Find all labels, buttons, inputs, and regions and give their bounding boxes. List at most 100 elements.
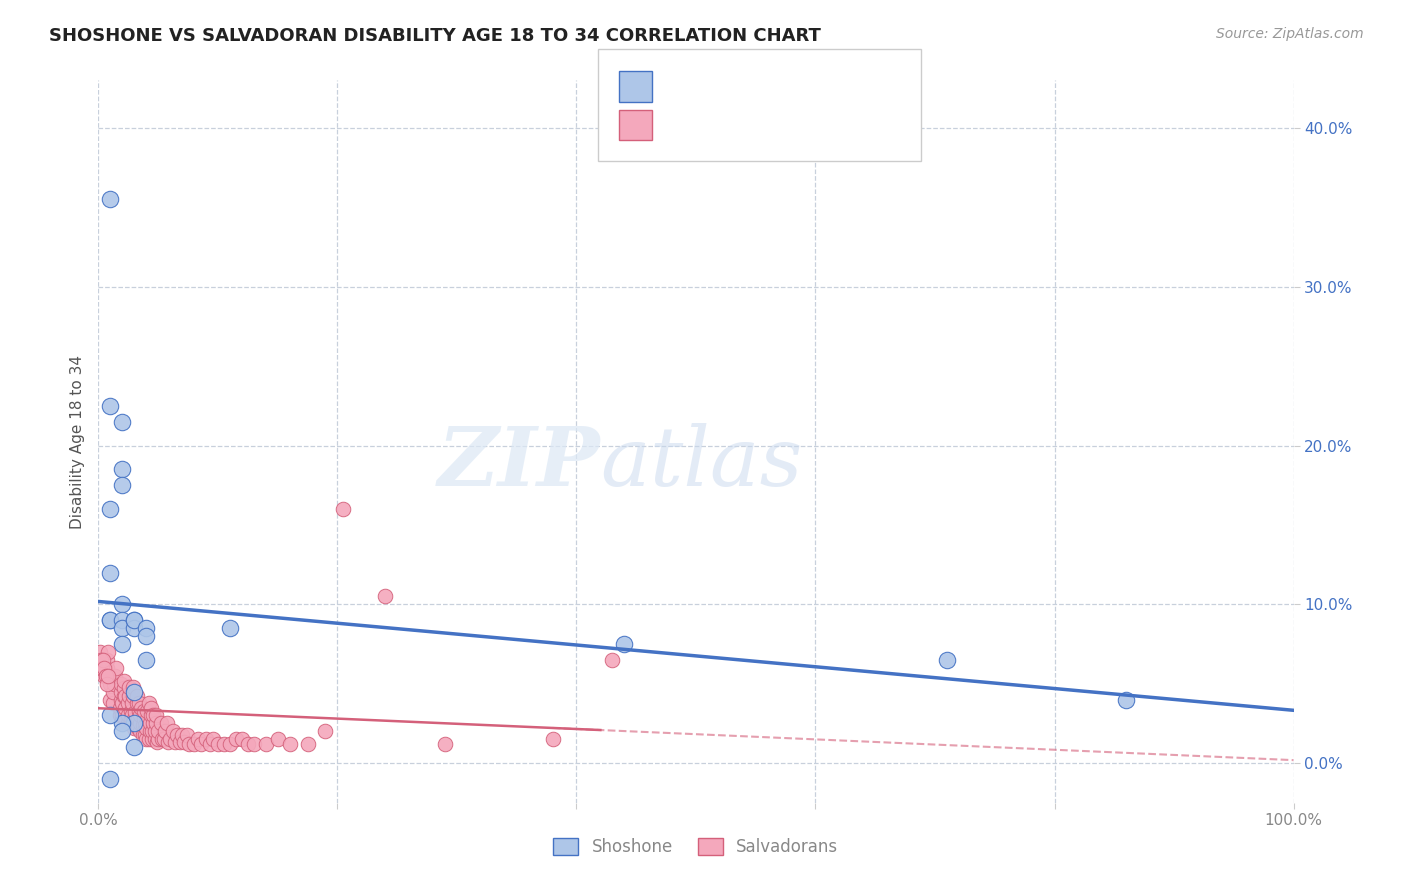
- Point: [187, 732, 209, 747]
- Point: [149, 716, 172, 731]
- Point: [613, 637, 636, 651]
- Point: [138, 696, 160, 710]
- Point: [128, 696, 150, 710]
- Point: [111, 613, 134, 627]
- Point: [104, 669, 127, 683]
- Point: [117, 708, 139, 723]
- Point: [111, 637, 134, 651]
- Point: [183, 737, 205, 751]
- Point: [138, 732, 160, 747]
- Point: [297, 737, 319, 751]
- Point: [108, 708, 131, 723]
- Point: [1115, 692, 1137, 706]
- Point: [136, 704, 159, 718]
- Point: [278, 737, 301, 751]
- Point: [315, 724, 337, 739]
- Point: [155, 716, 177, 731]
- Point: [212, 737, 235, 751]
- Point: [96, 676, 118, 690]
- Point: [150, 732, 173, 747]
- Point: [121, 708, 143, 723]
- Point: [332, 502, 354, 516]
- Point: [97, 645, 120, 659]
- Point: [93, 669, 115, 683]
- Point: [111, 462, 134, 476]
- Point: [98, 613, 122, 627]
- Point: [124, 613, 146, 627]
- Point: [141, 732, 163, 747]
- Point: [112, 673, 135, 688]
- Point: [120, 712, 142, 726]
- Point: [103, 676, 125, 690]
- Point: [156, 735, 179, 749]
- Point: [135, 653, 157, 667]
- Point: [135, 621, 157, 635]
- Point: [124, 684, 146, 698]
- Point: [121, 696, 143, 710]
- Point: [89, 653, 111, 667]
- Text: R = -0.091   N = 126: R = -0.091 N = 126: [658, 117, 818, 131]
- Point: [134, 718, 156, 732]
- Point: [111, 415, 134, 429]
- Point: [602, 653, 624, 667]
- Point: [129, 708, 152, 723]
- Point: [135, 629, 157, 643]
- Point: [96, 661, 118, 675]
- Point: [179, 737, 201, 751]
- Point: [131, 700, 153, 714]
- Point: [243, 737, 266, 751]
- Point: [139, 724, 162, 739]
- Point: [155, 724, 177, 739]
- Point: [127, 712, 149, 726]
- Point: [139, 716, 162, 731]
- Point: [236, 737, 259, 751]
- Point: [166, 727, 188, 741]
- Point: [148, 732, 170, 747]
- Point: [114, 700, 136, 714]
- Point: [124, 613, 146, 627]
- Point: [162, 724, 184, 739]
- Point: [172, 727, 194, 741]
- Point: [111, 696, 134, 710]
- Point: [219, 737, 242, 751]
- Point: [195, 732, 218, 747]
- Point: [111, 621, 134, 635]
- Point: [434, 737, 457, 751]
- Point: [98, 399, 122, 413]
- Point: [112, 690, 135, 704]
- Point: [142, 708, 165, 723]
- Point: [98, 708, 122, 723]
- Point: [98, 566, 122, 580]
- Point: [101, 696, 124, 710]
- Point: [124, 716, 146, 731]
- Point: [125, 696, 148, 710]
- Point: [124, 712, 146, 726]
- Legend: Shoshone, Salvadorans: Shoshone, Salvadorans: [554, 838, 838, 856]
- Point: [98, 502, 122, 516]
- Point: [118, 680, 141, 694]
- Text: ZIP: ZIP: [437, 423, 600, 503]
- Point: [374, 590, 396, 604]
- Point: [169, 735, 191, 749]
- Text: R = -0.214   N =  30: R = -0.214 N = 30: [658, 78, 813, 93]
- Point: [111, 597, 134, 611]
- Point: [96, 669, 118, 683]
- Point: [112, 681, 135, 696]
- Point: [225, 732, 247, 747]
- Point: [129, 724, 152, 739]
- Point: [176, 727, 198, 741]
- Point: [124, 621, 146, 635]
- Point: [207, 737, 229, 751]
- Point: [128, 704, 150, 718]
- Point: [111, 724, 134, 739]
- Point: [89, 645, 111, 659]
- Point: [145, 708, 167, 723]
- Point: [111, 478, 134, 492]
- Point: [110, 692, 132, 706]
- Point: [93, 661, 115, 675]
- Point: [135, 732, 157, 747]
- Point: [94, 669, 117, 683]
- Point: [541, 732, 564, 747]
- Point: [117, 696, 139, 710]
- Point: [142, 716, 165, 731]
